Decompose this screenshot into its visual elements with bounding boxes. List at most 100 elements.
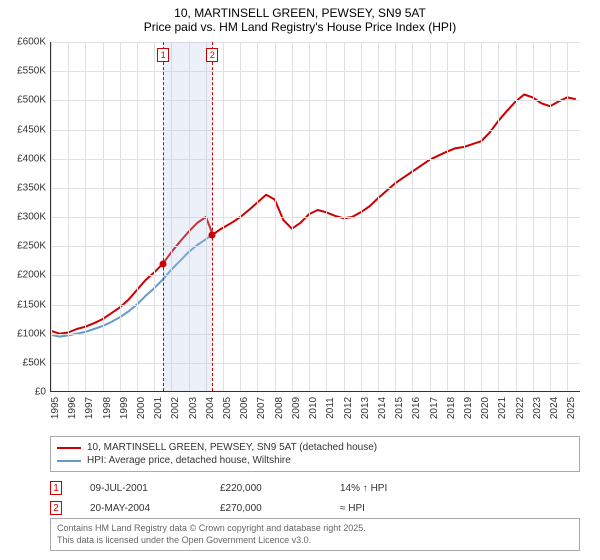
gridline-vertical: [361, 42, 362, 391]
x-tick-label: 2008: [274, 397, 285, 419]
x-tick-label: 2014: [377, 397, 388, 419]
transaction-price: £270,000: [220, 503, 340, 514]
y-tick-label: £250K: [17, 241, 46, 252]
gridline-vertical: [412, 42, 413, 391]
legend-item: 10, MARTINSELL GREEN, PEWSEY, SN9 5AT (d…: [57, 441, 573, 454]
gridline-horizontal: [51, 188, 580, 189]
x-tick-label: 2001: [153, 397, 164, 419]
x-tick-label: 2023: [532, 397, 543, 419]
x-tick-label: 2022: [515, 397, 526, 419]
y-tick-label: £500K: [17, 95, 46, 106]
legend: 10, MARTINSELL GREEN, PEWSEY, SN9 5AT (d…: [50, 436, 580, 472]
x-tick-label: 2009: [291, 397, 302, 419]
title-address: 10, MARTINSELL GREEN, PEWSEY, SN9 5AT: [0, 6, 600, 20]
transaction-price: £220,000: [220, 483, 340, 494]
gridline-horizontal: [51, 305, 580, 306]
gridline-vertical: [481, 42, 482, 391]
gridline-vertical: [137, 42, 138, 391]
gridline-vertical: [464, 42, 465, 391]
x-tick-label: 2018: [446, 397, 457, 419]
chart-plot-area: 12: [50, 42, 580, 392]
y-tick-label: £350K: [17, 182, 46, 193]
transactions-table: 1 09-JUL-2001 £220,000 14% ↑ HPI 2 20-MA…: [50, 478, 580, 518]
gridline-vertical: [292, 42, 293, 391]
y-tick-label: £400K: [17, 153, 46, 164]
gridline-vertical: [120, 42, 121, 391]
gridline-horizontal: [51, 71, 580, 72]
event-vline: [163, 42, 164, 391]
transaction-date: 09-JUL-2001: [90, 483, 220, 494]
x-tick-label: 2013: [360, 397, 371, 419]
gridline-vertical: [430, 42, 431, 391]
gridline-vertical: [395, 42, 396, 391]
x-tick-label: 2006: [239, 397, 250, 419]
gridline-horizontal: [51, 159, 580, 160]
gridline-horizontal: [51, 246, 580, 247]
gridline-vertical: [533, 42, 534, 391]
x-tick-label: 1997: [84, 397, 95, 419]
gridline-vertical: [516, 42, 517, 391]
event-marker-label: 2: [206, 48, 218, 62]
gridline-vertical: [344, 42, 345, 391]
gridline-vertical: [223, 42, 224, 391]
gridline-vertical: [378, 42, 379, 391]
event-marker-label: 1: [157, 48, 169, 62]
legend-swatch: [57, 447, 81, 449]
x-tick-label: 2019: [463, 397, 474, 419]
gridline-vertical: [567, 42, 568, 391]
y-tick-label: £600K: [17, 37, 46, 48]
gridline-vertical: [309, 42, 310, 391]
gridline-vertical: [103, 42, 104, 391]
shaded-period: [163, 42, 212, 391]
x-axis-labels: 1995199619971998199920002001200220032004…: [50, 394, 580, 434]
transaction-diff: 14% ↑ HPI: [340, 483, 460, 494]
x-tick-label: 2017: [429, 397, 440, 419]
transaction-row: 1 09-JUL-2001 £220,000 14% ↑ HPI: [50, 478, 580, 498]
transaction-dot: [209, 231, 216, 238]
legend-swatch: [57, 460, 81, 462]
x-tick-label: 2020: [480, 397, 491, 419]
y-tick-label: £550K: [17, 66, 46, 77]
gridline-vertical: [326, 42, 327, 391]
transaction-row: 2 20-MAY-2004 £270,000 ≈ HPI: [50, 498, 580, 518]
x-tick-label: 2021: [497, 397, 508, 419]
transaction-dot: [160, 260, 167, 267]
gridline-vertical: [447, 42, 448, 391]
y-tick-label: £200K: [17, 270, 46, 281]
gridline-horizontal: [51, 130, 580, 131]
chart-title-block: 10, MARTINSELL GREEN, PEWSEY, SN9 5AT Pr…: [0, 0, 600, 36]
x-tick-label: 1999: [119, 397, 130, 419]
x-tick-label: 1996: [67, 397, 78, 419]
x-tick-label: 2012: [343, 397, 354, 419]
gridline-horizontal: [51, 275, 580, 276]
gridline-vertical: [154, 42, 155, 391]
gridline-horizontal: [51, 100, 580, 101]
gridline-horizontal: [51, 217, 580, 218]
event-vline: [212, 42, 213, 391]
gridline-vertical: [257, 42, 258, 391]
x-tick-label: 2005: [222, 397, 233, 419]
x-tick-label: 2025: [566, 397, 577, 419]
title-subtitle: Price paid vs. HM Land Registry's House …: [0, 20, 600, 34]
x-tick-label: 2011: [325, 397, 336, 419]
footer-attribution: Contains HM Land Registry data © Crown c…: [50, 518, 580, 551]
x-tick-label: 2015: [394, 397, 405, 419]
x-tick-label: 2002: [170, 397, 181, 419]
legend-item: HPI: Average price, detached house, Wilt…: [57, 454, 573, 467]
y-tick-label: £150K: [17, 299, 46, 310]
footer-line: This data is licensed under the Open Gov…: [57, 535, 573, 547]
gridline-vertical: [51, 42, 52, 391]
gridline-horizontal: [51, 334, 580, 335]
footer-line: Contains HM Land Registry data © Crown c…: [57, 523, 573, 535]
transaction-marker: 1: [50, 481, 62, 495]
gridline-vertical: [550, 42, 551, 391]
y-tick-label: £300K: [17, 212, 46, 223]
x-tick-label: 1995: [50, 397, 61, 419]
x-tick-label: 2016: [411, 397, 422, 419]
x-tick-label: 2010: [308, 397, 319, 419]
gridline-vertical: [68, 42, 69, 391]
x-tick-label: 2007: [256, 397, 267, 419]
legend-label: HPI: Average price, detached house, Wilt…: [87, 455, 291, 466]
transaction-date: 20-MAY-2004: [90, 503, 220, 514]
gridline-vertical: [85, 42, 86, 391]
